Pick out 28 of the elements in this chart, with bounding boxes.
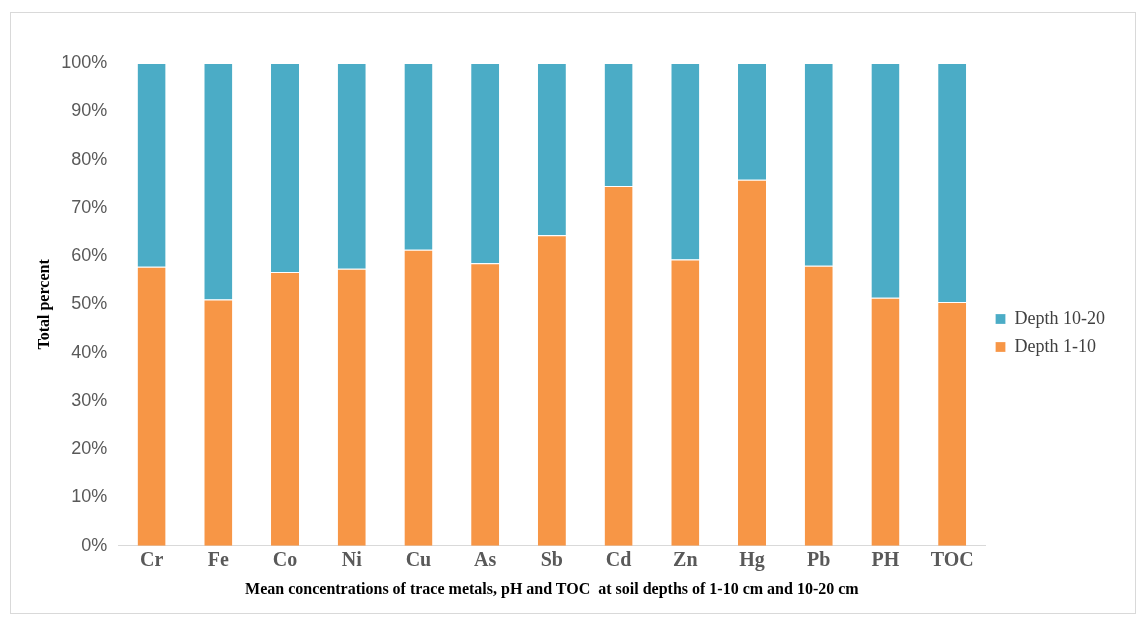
y-tick-label: 20%: [71, 438, 108, 459]
x-tick-label: Zn: [673, 547, 698, 570]
x-tick-label: As: [474, 547, 497, 570]
y-tick-label: 30%: [71, 389, 108, 410]
y-tick-label: 80%: [71, 148, 108, 169]
x-tick-label: Cd: [605, 547, 632, 570]
y-tick-label: 60%: [71, 245, 108, 266]
y-tick-label: 50%: [71, 293, 108, 314]
x-tick-label: Cr: [139, 547, 164, 570]
x-tick-label: Co: [272, 547, 298, 570]
legend-label: Depth 1-10: [1014, 335, 1096, 356]
x-tick-label: PH: [871, 547, 900, 570]
y-tick-label: 10%: [71, 486, 108, 507]
y-tick-label: 40%: [71, 341, 108, 362]
x-axis-title: Mean concentrations of trace metals, pH and TOC at soil depths of 1-10 cm and 10-20 cm: [245, 579, 860, 598]
y-tick-label: 90%: [71, 100, 108, 121]
x-tick-label: Fe: [207, 547, 229, 570]
x-tick-label: Ni: [341, 547, 363, 570]
y-axis-title: Total percent: [34, 258, 53, 350]
y-tick-label: 70%: [71, 196, 108, 217]
x-tick-label: Cu: [405, 547, 432, 570]
x-tick-label: Hg: [739, 547, 765, 571]
legend-label: Depth 10-20: [1014, 307, 1105, 328]
x-tick-label: Sb: [540, 547, 563, 570]
x-tick-label: TOC: [930, 547, 974, 570]
x-tick-label: Pb: [807, 547, 831, 570]
y-tick-label: 100%: [61, 51, 108, 72]
y-tick-label: 0%: [81, 534, 108, 555]
